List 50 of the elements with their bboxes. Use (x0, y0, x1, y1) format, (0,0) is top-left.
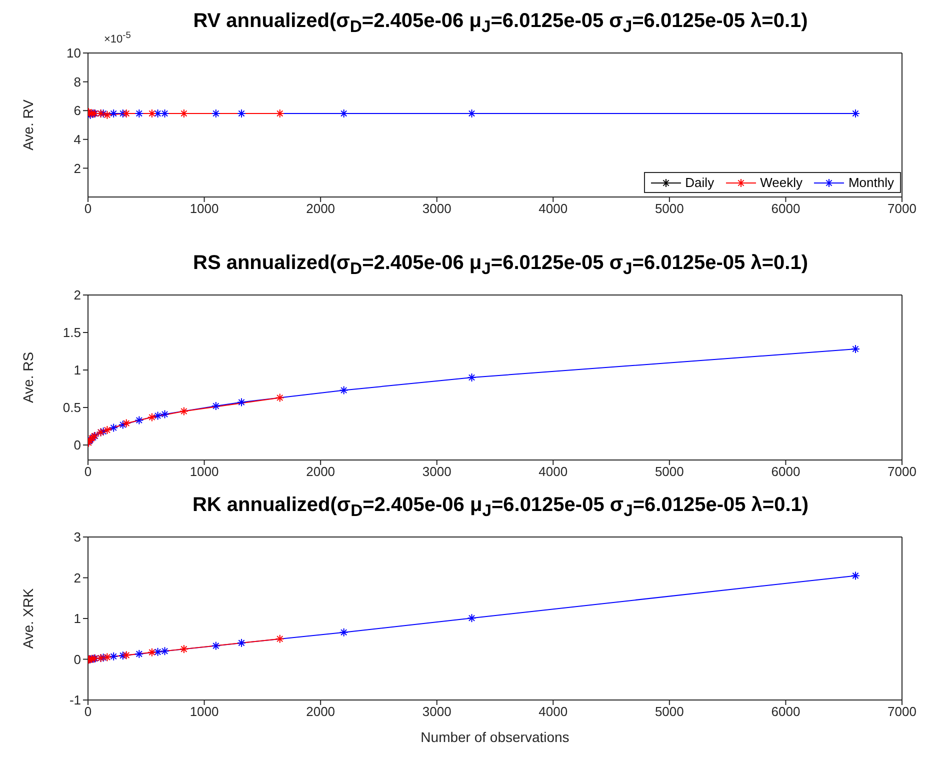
x-tick-label: 6000 (771, 704, 800, 720)
x-tick-label: 2000 (306, 201, 336, 216)
y-tick-label: 0 (74, 652, 81, 667)
y-tick-label: 1 (74, 362, 81, 378)
y-axis-title: Ave. RS (20, 352, 36, 404)
y-tick-label: 2 (74, 288, 81, 303)
x-tick-label: 4000 (538, 704, 568, 720)
y-axis-title: Ave. RV (20, 98, 36, 150)
x-tick-label: 4000 (538, 201, 568, 216)
y-tick-label: 2 (74, 160, 81, 176)
y-tick-label: 1.5 (62, 325, 81, 340)
x-tick-label: 4000 (538, 464, 568, 480)
x-axis-title: Number of observations (420, 729, 570, 745)
y-tick-label: 0 (74, 438, 81, 453)
y-tick-label: 2 (74, 570, 81, 586)
chart-title: RV annualized(σ$_{D}$=2.405e-06 μ$_{J}$=6.0125e-05 σ$_{J}$=6.0125e-05 λ=0.1) (193, 10, 808, 36)
y-tick-label: 1 (74, 611, 81, 626)
legend-label: Weekly (760, 175, 802, 190)
x-tick-label: 3000 (422, 201, 452, 216)
chart-title: RK annualized(σ$_{D}$=2.405e-06 μ$_{J}$=6.0125e-05 σ$_{J}$=6.0125e-05 λ=0.1) (191, 493, 810, 522)
legend-label: Daily (685, 175, 714, 190)
x-tick-label: 3000 (422, 464, 452, 480)
x-tick-label: 2000 (306, 704, 336, 720)
x-tick-label: 1000 (190, 464, 219, 480)
x-tick-label: 3000 (422, 704, 452, 720)
x-tick-label: 7000 (888, 464, 916, 480)
x-tick-label: 2000 (306, 464, 336, 480)
x-tick-label: 5000 (654, 704, 684, 720)
y-tick-label: 6 (74, 103, 81, 118)
x-tick-label: 1000 (190, 201, 219, 216)
y-tick-label: 4 (74, 132, 81, 148)
legend-label: Monthly (848, 175, 894, 190)
y-axis-title: Ave. XRK (20, 588, 36, 649)
y-tick-label: 8 (74, 74, 81, 90)
x-tick-label: 0 (84, 464, 92, 480)
text: ×10$^{-5}$ (104, 30, 131, 46)
y-tick-label: 10 (66, 46, 81, 61)
y-tick-label: 3 (74, 530, 81, 545)
x-tick-label: 6000 (771, 464, 800, 480)
chart-title: RS annualized(σ$_{D}$=2.405e-06 μ$_{J}$=6.0125e-05 σ$_{J}$=6.0125e-05 λ=0.1) (192, 251, 809, 280)
x-tick-label: 7000 (888, 704, 916, 720)
x-tick-label: 6000 (771, 201, 800, 216)
x-tick-label: 0 (84, 201, 92, 216)
x-tick-label: 5000 (654, 464, 684, 480)
x-tick-label: 1000 (190, 704, 219, 720)
x-tick-label: 7000 (888, 201, 916, 216)
y-tick-label: -1 (69, 692, 81, 708)
x-tick-label: 5000 (654, 201, 684, 216)
y-tick-label: 0.5 (62, 400, 81, 416)
x-tick-label: 0 (84, 704, 92, 720)
